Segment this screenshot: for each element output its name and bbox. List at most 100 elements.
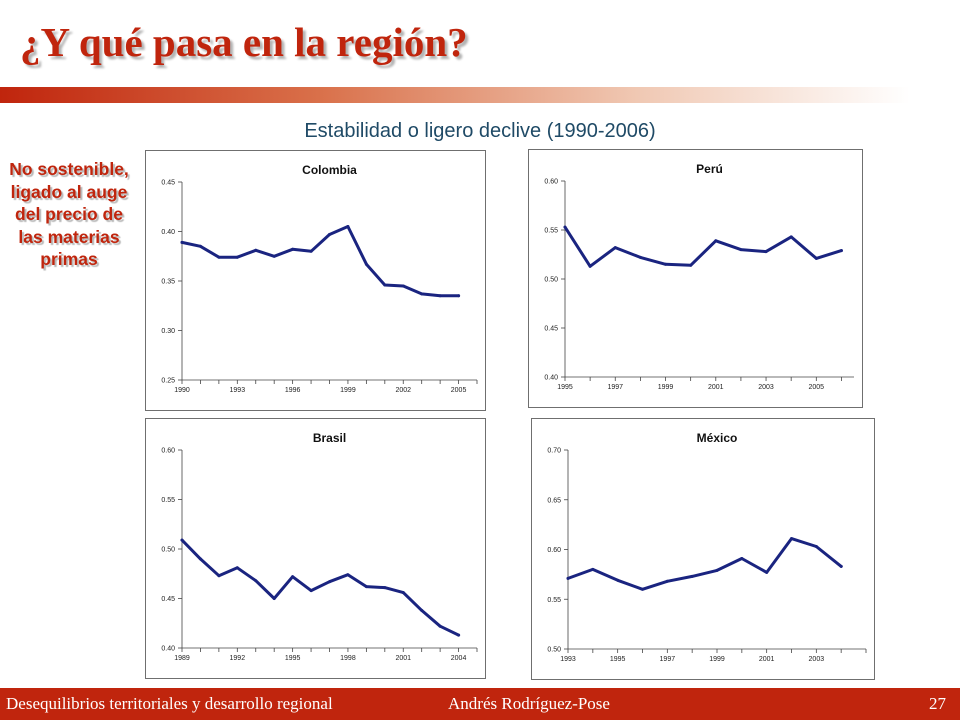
y-tick-label: 0.40 [544, 375, 558, 382]
data-point [217, 255, 221, 259]
y-tick-label: 0.55 [161, 497, 175, 504]
data-point [566, 576, 570, 580]
y-tick-label: 0.60 [544, 179, 558, 186]
x-tick-label: 2005 [809, 384, 825, 391]
chart-panel-mexico: México 0.50 0.55 0.60 0.65 0.70 1993 1995 1997 19… [531, 418, 875, 680]
y-tick-label: 0.50 [161, 547, 175, 554]
data-point [641, 587, 644, 591]
x-tick-label: 2001 [708, 384, 724, 391]
data-point [664, 262, 667, 266]
x-tick-label: 1995 [610, 656, 626, 663]
data-point [715, 568, 719, 572]
y-tick-label: 0.25 [161, 378, 175, 385]
chart-peru: Perú 0.40 0.45 0.50 0.55 0.60 1995 1997 1999 2001… [544, 162, 854, 391]
data-point [438, 624, 442, 628]
data-point [616, 578, 620, 582]
x-tick-label: 1995 [285, 655, 301, 662]
y-tick-label: 0.30 [161, 328, 175, 335]
chart-panel-colombia: Colombia 0.25 0.30 0.35 0.40 0.45 1990 1993 1996… [145, 150, 486, 411]
y-tick-label: 0.40 [161, 646, 175, 653]
data-point [346, 225, 350, 228]
data-point [588, 264, 592, 268]
data-point [180, 240, 184, 244]
x-tick-label: 2003 [809, 656, 825, 663]
data-point [457, 633, 461, 637]
y-tick-label: 0.65 [547, 497, 561, 504]
page-number: 27 [929, 694, 946, 713]
x-tick-label: 1993 [560, 656, 576, 663]
y-tick-label: 0.60 [547, 547, 561, 554]
x-tick-label: 1992 [230, 655, 246, 662]
data-point [401, 284, 405, 288]
data-point [254, 248, 258, 252]
data-point [328, 233, 331, 236]
data-point [309, 249, 313, 253]
data-point [291, 247, 295, 251]
x-tick-label: 2001 [395, 655, 411, 662]
data-point [690, 574, 694, 578]
y-tick-label: 0.55 [547, 597, 561, 604]
y-tick-label: 0.70 [547, 448, 561, 455]
series-line-mexico [566, 537, 843, 591]
data-point [814, 256, 818, 260]
x-tick-label: 2002 [395, 387, 411, 394]
y-tick-label: 0.55 [544, 228, 558, 235]
y-tick-label: 0.35 [161, 279, 175, 286]
data-point [438, 294, 442, 298]
data-point [272, 254, 276, 258]
data-point [789, 235, 793, 239]
x-tick-label: 1998 [340, 655, 356, 662]
chart-brasil: Brasil 0.40 0.45 0.50 0.55 0.60 1989 1992 1995 19… [161, 431, 478, 662]
data-point [638, 255, 642, 259]
data-point [420, 292, 424, 296]
data-point [689, 263, 693, 267]
footer-course: Desequilibrios territoriales y desarroll… [6, 694, 333, 713]
data-point [714, 239, 718, 243]
x-tick-label: 2004 [451, 655, 467, 662]
chart-title-peru: Perú [696, 162, 723, 176]
footer-bar: Desequilibrios territoriales y desarroll… [0, 688, 960, 720]
chart-title-colombia: Colombia [302, 163, 357, 177]
x-tick-label: 2005 [451, 387, 467, 394]
data-point [291, 575, 295, 579]
data-point [401, 591, 405, 595]
data-point [309, 589, 313, 593]
data-point [235, 566, 239, 570]
y-tick-label: 0.50 [544, 277, 558, 284]
data-point [328, 580, 331, 584]
title-underline-bar [0, 87, 910, 103]
chart-panel-peru: Perú 0.40 0.45 0.50 0.55 0.60 1995 1997 1999 2001… [528, 149, 863, 408]
chart-colombia: Colombia 0.25 0.30 0.35 0.40 0.45 1990 1993 1996… [161, 163, 478, 394]
data-point [839, 564, 843, 568]
data-point [383, 586, 387, 590]
series-line-colombia [180, 225, 461, 298]
data-point [563, 225, 567, 229]
y-tick-label: 0.45 [161, 180, 175, 187]
data-point [613, 246, 617, 250]
chart-mexico: México 0.50 0.55 0.60 0.65 0.70 1993 1995 1997 19… [547, 431, 867, 663]
x-tick-label: 1999 [709, 656, 725, 663]
chart-title-mexico: México [697, 431, 738, 445]
footer-author: Andrés Rodríguez-Pose [448, 694, 610, 713]
y-tick-label: 0.45 [544, 326, 558, 333]
data-point [235, 255, 239, 259]
x-tick-label: 1997 [660, 656, 676, 663]
x-tick-label: 1995 [557, 384, 573, 391]
x-tick-label: 1999 [658, 384, 674, 391]
x-tick-label: 1999 [340, 387, 356, 394]
data-point [764, 250, 768, 254]
x-tick-label: 1993 [230, 387, 246, 394]
data-point [254, 579, 258, 583]
x-tick-label: 2003 [758, 384, 774, 391]
y-tick-label: 0.45 [161, 596, 175, 603]
data-point [346, 573, 350, 577]
data-point [765, 570, 769, 574]
data-point [364, 585, 368, 589]
x-tick-label: 2001 [759, 656, 775, 663]
data-point [217, 574, 221, 578]
data-point [420, 608, 424, 612]
data-point [839, 249, 843, 253]
slide-subtitle: Estabilidad o ligero declive (1990-2006) [304, 120, 656, 142]
series-line-peru [563, 225, 843, 268]
x-tick-label: 1989 [174, 655, 190, 662]
